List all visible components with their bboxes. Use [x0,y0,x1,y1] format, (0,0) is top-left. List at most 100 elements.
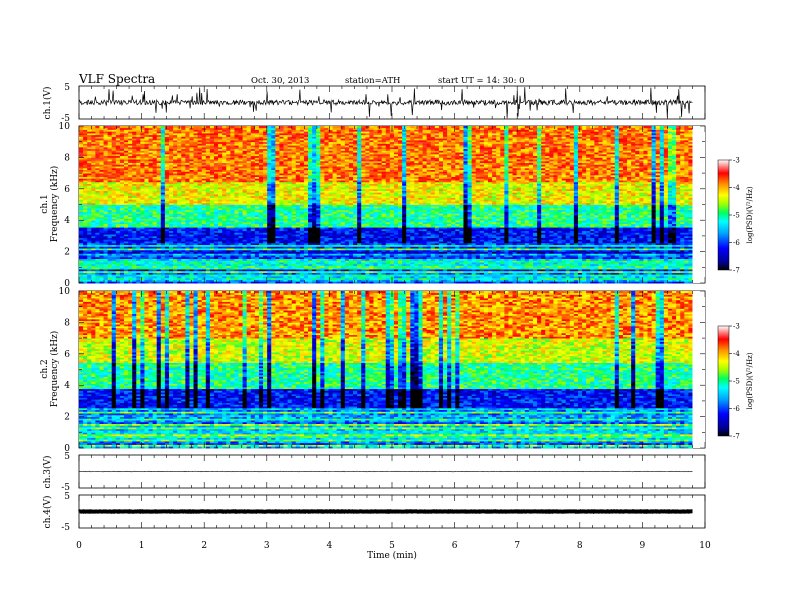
spec1-cell [520,279,526,282]
spec1-cell [205,263,211,266]
spec1-cell [242,279,248,282]
spec1-cell [107,279,113,282]
spec1-cell [267,281,272,284]
spec1-cell [79,276,84,279]
spec1-cell [496,258,501,261]
spec1-cell [639,276,644,279]
spec1-cell [688,269,693,272]
spec1-cell [381,256,387,259]
spec1-cell [226,277,231,280]
spec1-cell [91,258,96,261]
spec1-cell [451,279,456,282]
spec1-cell [299,267,305,270]
spec1-cell [193,274,199,277]
spec1-cell [553,277,558,280]
spec1-cell [594,255,599,258]
spec1-cell [246,279,252,282]
spec1-cell [643,262,648,265]
spec1-cell [336,265,342,268]
spec1-cell [398,256,403,259]
spec1-cell [504,255,509,258]
spec1-cell [303,270,309,273]
spec1-cell [443,274,448,277]
spec1-cell [103,269,109,272]
spec1-cell [213,255,219,258]
spec1-cell [655,265,661,268]
spec1-cell [336,276,342,279]
spec1-cell [201,255,207,258]
spec1-cell [373,277,378,280]
spec1-cell [197,270,203,273]
spec1-cell [516,267,522,270]
spec1-cell [340,263,346,266]
spec1-cell [353,256,358,259]
spec1-cell [463,262,468,265]
spec1-cell [516,263,522,266]
spec1-cell [586,258,591,261]
start-time-label: start UT = 14: 30: 0 [438,76,525,86]
spec1-cell [381,274,387,277]
spec1-cell [451,272,456,275]
spec1-cell [263,263,268,266]
spec1-cell [197,262,203,265]
spec1-cell [545,256,550,259]
spec1-cell [590,276,595,279]
spec1-cell [610,263,616,266]
spec1-cell [512,253,518,256]
spec1-cell [618,256,624,259]
spec1-cell [635,256,640,259]
spec1-cell [393,281,399,284]
spec1-cell [103,270,109,273]
spec1-cell [324,274,329,277]
spec1-cell [545,265,550,268]
spec1-cell [508,276,513,279]
spec1-cell [295,281,301,284]
spec1-cell [115,253,121,256]
spec1-cell [402,255,407,258]
spec1-cell [115,267,121,270]
spec1-cell [197,265,203,268]
spec1-cell [303,277,309,280]
spec1-cell [647,260,652,263]
spec1-cell [328,256,333,259]
spec1-cell [565,277,571,280]
spec1-cell [222,256,227,259]
spec1-cell [197,260,203,263]
spec1-cell [209,256,215,259]
spec1-cell [377,276,383,279]
spec1-cell [643,279,648,282]
spec1-cell [537,269,542,272]
spec1-cell [115,272,121,275]
spec1-cell [610,281,616,284]
spec1-cell [87,281,92,284]
spec1-cell [537,262,542,265]
spec1-cell [467,255,473,258]
spec1-cell [377,253,383,256]
spec1-cell [631,260,636,263]
spec1-cell [434,269,440,272]
spec1-cell [398,262,403,265]
spec1-cell [168,277,174,280]
spec1-cell [328,272,333,275]
spec1-cell [152,279,158,282]
spec1-cell [303,272,309,275]
spec1-cell [324,272,329,275]
spec1-cell [226,267,231,270]
spec1-cell [160,253,166,256]
spec1-cell [152,253,158,256]
spec1-cell [328,281,333,284]
spec1-cell [328,276,333,279]
spec1-cell [344,270,350,273]
spec1-cell [528,276,534,279]
spec1-cell [651,253,657,256]
spec1-cell [504,272,509,275]
spec1-cell [111,258,117,261]
spec1-cell [406,270,411,273]
spec1-cell [193,258,199,261]
spec1-cell [332,279,338,282]
spec1-cell [663,260,669,263]
spec1-cell [467,256,473,259]
spec1-cell [549,269,554,272]
spec1-cell [672,276,677,279]
spec1-cell [655,276,661,279]
